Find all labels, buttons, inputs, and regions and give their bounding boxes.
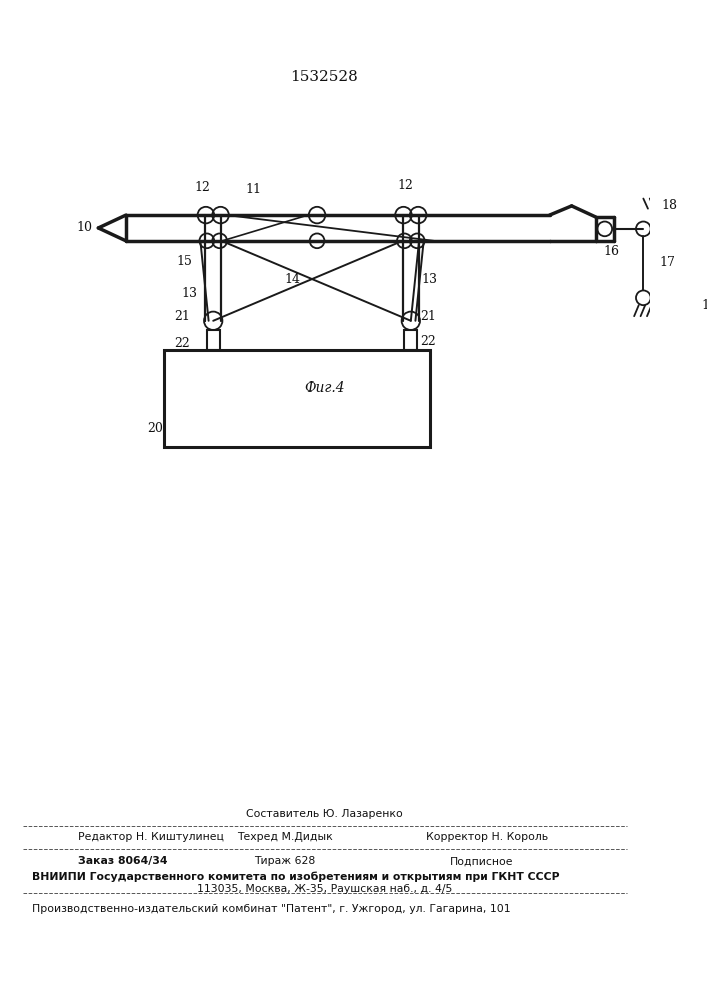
Text: Составитель Ю. Лазаренко: Составитель Ю. Лазаренко xyxy=(246,809,403,819)
Bar xyxy=(404,330,417,350)
Bar xyxy=(163,350,430,447)
Text: 13: 13 xyxy=(181,287,197,300)
Text: 15: 15 xyxy=(177,255,192,268)
Text: 11: 11 xyxy=(245,183,262,196)
Text: 10: 10 xyxy=(76,221,93,234)
Text: 14: 14 xyxy=(285,273,301,286)
Text: Подписное: Подписное xyxy=(450,856,514,866)
Text: 1532528: 1532528 xyxy=(291,70,358,84)
Text: 19: 19 xyxy=(701,299,707,312)
Text: 20: 20 xyxy=(147,422,163,435)
Bar xyxy=(206,330,220,350)
Text: 18: 18 xyxy=(662,199,678,212)
Text: 21: 21 xyxy=(420,310,436,323)
Text: 12: 12 xyxy=(195,181,211,194)
Text: 17: 17 xyxy=(659,256,675,269)
Text: 22: 22 xyxy=(420,335,436,348)
Text: Корректор Н. Король: Корректор Н. Король xyxy=(426,832,548,842)
Text: 113035, Москва, Ж-35, Раушская наб., д. 4/5: 113035, Москва, Ж-35, Раушская наб., д. … xyxy=(197,884,452,894)
Text: 16: 16 xyxy=(604,245,620,258)
Text: Техред М.Дидык: Техред М.Дидык xyxy=(237,832,333,842)
Text: 13: 13 xyxy=(422,273,438,286)
Text: Тираж 628: Тираж 628 xyxy=(255,856,315,866)
Text: 22: 22 xyxy=(175,337,190,350)
Text: 12: 12 xyxy=(397,179,413,192)
Text: Заказ 8064/34: Заказ 8064/34 xyxy=(78,856,168,866)
Text: Фиг.4: Фиг.4 xyxy=(304,381,345,395)
Text: Редактор Н. Киштулинец: Редактор Н. Киштулинец xyxy=(78,832,224,842)
Text: Производственно-издательский комбинат "Патент", г. Ужгород, ул. Гагарина, 101: Производственно-издательский комбинат "П… xyxy=(32,904,510,914)
Text: ВНИИПИ Государственного комитета по изобретениям и открытиям при ГКНТ СССР: ВНИИПИ Государственного комитета по изоб… xyxy=(32,872,560,882)
Text: 21: 21 xyxy=(175,310,190,323)
